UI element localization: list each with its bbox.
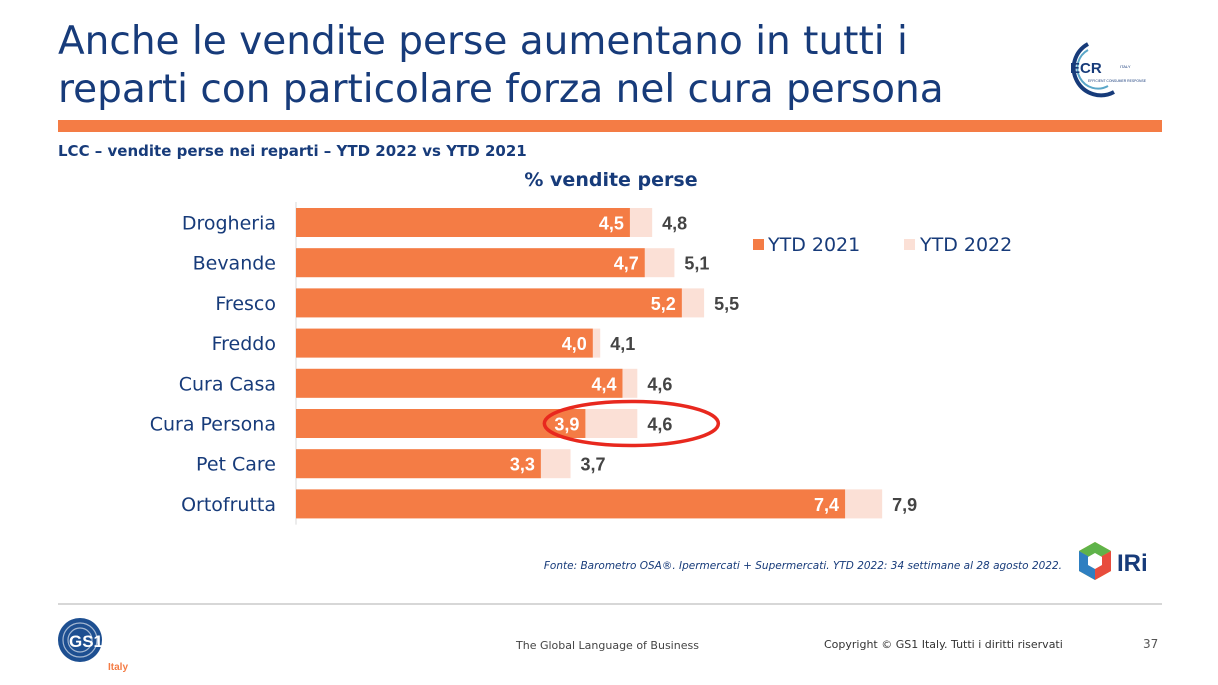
bar-ytd-2021 (296, 489, 846, 519)
category-label: Cura Persona (150, 414, 276, 436)
bar-ytd-2021 (296, 288, 682, 318)
iri-logo-text: IRi (1117, 550, 1148, 577)
data-label-ytd-2021: 3,9 (554, 415, 579, 435)
data-label-ytd-2021: 4,4 (591, 374, 616, 394)
legend-swatch-ytd-2022 (904, 239, 915, 250)
bar-ytd-2021 (296, 208, 630, 237)
legend-label-ytd-2022: YTD 2022 (919, 234, 1012, 256)
highlight-circle (542, 399, 721, 448)
data-label-ytd-2021: 4,0 (562, 334, 587, 354)
data-label-ytd-2022: 4,6 (647, 374, 672, 394)
ecr-logo-country: ITALY (1120, 64, 1131, 69)
data-label-ytd-2021: 5,2 (651, 294, 676, 314)
data-label-ytd-2022: 5,1 (684, 254, 709, 274)
category-label: Freddo (212, 333, 276, 355)
footer-divider (58, 603, 1162, 605)
data-label-ytd-2021: 7,4 (814, 495, 839, 515)
page-number: 37 (1143, 637, 1159, 651)
data-label-ytd-2022: 4,1 (610, 334, 635, 354)
slide-title: Anche le vendite perse aumentano in tutt… (58, 19, 944, 112)
data-label-ytd-2022: 7,9 (892, 495, 917, 515)
data-label-ytd-2021: 3,3 (510, 455, 535, 475)
category-label: Ortofrutta (181, 494, 276, 516)
gs1-logo-country: Italy (108, 662, 128, 673)
bar-ytd-2021 (296, 449, 541, 479)
bar-chart: % vendite perse Drogheria 4,5 4,8 Bevande 4,7… (150, 169, 1012, 525)
source-note: Fonte: Barometro OSA®. Ipermercati + Sup… (543, 560, 1062, 572)
category-label: Pet Care (196, 454, 276, 476)
data-label-ytd-2022: 4,8 (662, 214, 687, 234)
ecr-logo-text: ECR (1070, 60, 1102, 77)
footer-tagline: The Global Language of Business (516, 639, 699, 652)
ecr-logo-subtext: EFFICIENT CONSUMER RESPONSE (1088, 79, 1147, 83)
gs1-logo: GS1 Italy (58, 618, 128, 673)
ecr-logo: ECR ITALY EFFICIENT CONSUMER RESPONSE (1070, 42, 1147, 98)
data-label-ytd-2021: 4,7 (614, 254, 639, 274)
category-label: Cura Casa (179, 373, 276, 395)
category-label: Fresco (215, 293, 276, 315)
bar-ytd-2021 (296, 368, 623, 398)
bar-ytd-2021 (296, 248, 645, 278)
legend-label-ytd-2021: YTD 2021 (767, 234, 860, 256)
gs1-logo-text: GS1 (69, 632, 103, 651)
bar-ytd-2021 (296, 328, 593, 358)
data-label-ytd-2021: 4,5 (599, 214, 624, 234)
data-label-ytd-2022: 4,6 (647, 415, 672, 435)
data-label-ytd-2022: 3,7 (581, 455, 606, 475)
category-label: Drogheria (182, 213, 276, 235)
data-label-ytd-2022: 5,5 (714, 294, 739, 314)
iri-logo: IRi (1079, 542, 1148, 580)
bar-ytd-2021 (296, 409, 586, 438)
category-label: Bevande (193, 253, 276, 275)
chart-title: % vendite perse (524, 169, 697, 191)
chart-subtitle: LCC – vendite perse nei reparti – YTD 20… (58, 142, 527, 160)
copyright-text: Copyright © GS1 Italy. Tutti i diritti r… (824, 638, 1063, 651)
legend-swatch-ytd-2021 (753, 239, 764, 250)
title-accent-bar (58, 120, 1162, 132)
